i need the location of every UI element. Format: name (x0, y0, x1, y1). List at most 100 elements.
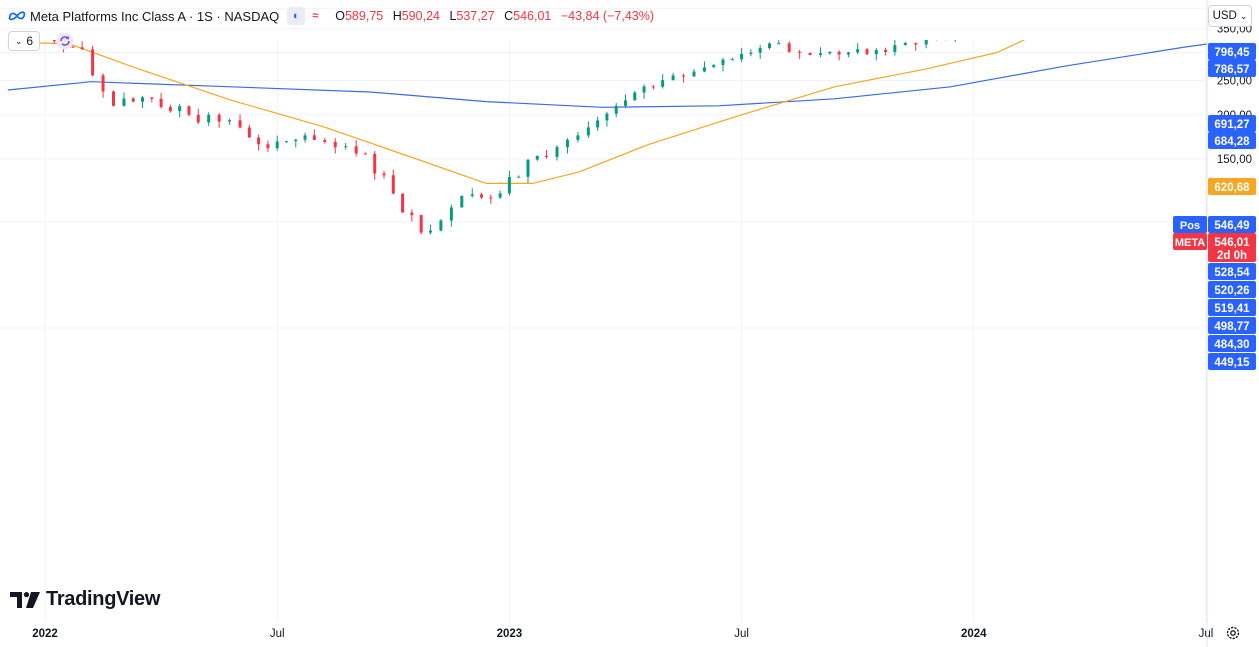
indicators-toggle-button[interactable]: ⌄ 6 (8, 31, 40, 51)
candle-body (71, 46, 75, 48)
candle-body (576, 135, 580, 140)
currency-selector[interactable]: USD ⌄ (1208, 5, 1252, 27)
symbol-header: Meta Platforms Inc Class A · 1S · NASDAQ… (8, 6, 654, 26)
candle-body (884, 50, 888, 52)
x-tick-label: Jul (1199, 628, 1214, 640)
tradingview-logo-icon (10, 591, 40, 608)
candle-body (865, 49, 869, 55)
candle-body (846, 52, 850, 55)
candle-body (122, 98, 126, 106)
candle-body (228, 120, 232, 122)
candle-body (1020, 0, 1023, 2)
chevron-down-icon: ⌄ (1239, 10, 1248, 21)
price-label-text: 796,45 (1214, 47, 1250, 59)
candle-body (535, 156, 539, 160)
price-label-box (1208, 233, 1256, 250)
brand-name: TradingView (46, 588, 161, 610)
candle-body (819, 53, 823, 56)
ohlc-low-key: L (449, 9, 457, 23)
x-tick-label: Jul (270, 628, 285, 640)
tradingview-logo[interactable]: TradingView (10, 588, 160, 611)
candle-body (758, 48, 762, 53)
candle-body (614, 105, 618, 114)
candle-body (303, 135, 307, 140)
candle-body (217, 114, 221, 122)
candle-body (586, 127, 590, 136)
candle-body (294, 139, 298, 142)
price-label-box (1208, 60, 1256, 77)
candles (25, 0, 1023, 235)
price-label-box (1208, 115, 1256, 132)
y-tick-label: 250,00 (1217, 75, 1252, 87)
candle-body (605, 113, 609, 121)
candle-body (787, 43, 791, 52)
price-tag-box (1173, 216, 1207, 233)
candle-body (489, 197, 493, 199)
ohlc-high: 590,24 (401, 9, 440, 23)
candle-body (507, 176, 511, 194)
candle-body (131, 98, 135, 102)
x-tick-label: Jul (734, 628, 749, 640)
candle-body (52, 40, 56, 42)
candle-body (624, 100, 627, 106)
price-label-text: 520,26 (1214, 285, 1249, 297)
candle-body (401, 193, 405, 213)
candle-body (730, 59, 734, 61)
candle-body (439, 220, 443, 231)
gear-icon[interactable] (1225, 625, 1241, 641)
currency-label: USD (1212, 10, 1237, 22)
candle-body (991, 15, 994, 21)
candle-body (712, 65, 716, 68)
price-label-box (1208, 299, 1256, 316)
candle-body (449, 207, 453, 221)
candle-body (555, 147, 559, 158)
y-tick-label: 150,00 (1217, 154, 1252, 166)
ma-slow-line (7, 43, 1207, 108)
candle-body (545, 156, 549, 158)
price-label-text: 786,57 (1214, 64, 1249, 76)
candle-body (373, 153, 377, 174)
market-status-icon[interactable]: ◐ (287, 7, 306, 25)
candle-body (207, 114, 211, 123)
candle-body (257, 137, 261, 145)
candle-body (168, 106, 172, 112)
price-label-box (1208, 43, 1256, 60)
candle-body (798, 51, 802, 53)
candle-body (874, 50, 878, 55)
price-label-box (1208, 263, 1256, 280)
candle-body (312, 135, 316, 141)
price-tag-text: Pos (1180, 220, 1200, 232)
data-delay-icon[interactable]: ≈ (312, 10, 319, 22)
x-tick-label: 2024 (961, 628, 987, 640)
candle-body (80, 47, 84, 50)
candle-body (808, 52, 812, 56)
candle-body (517, 176, 521, 178)
candle-body (275, 141, 279, 149)
price-label-box (1208, 335, 1256, 352)
candle-body (1000, 12, 1003, 15)
candle-body (333, 141, 337, 148)
candle-body (565, 139, 569, 148)
candle-body (982, 21, 985, 22)
candle-body (526, 159, 530, 177)
candle-body (238, 120, 242, 128)
price-label-text: 449,15 (1214, 357, 1250, 369)
ohlc-close: 546,01 (513, 9, 552, 23)
x-tick-label: 2022 (32, 628, 58, 640)
indicator-count: 6 (26, 34, 34, 48)
candle-body (460, 195, 464, 208)
candle-body (721, 59, 725, 66)
candle-body (266, 144, 270, 149)
candle-body (247, 127, 251, 138)
candle-body (419, 215, 423, 233)
ohlc-open-key: O (335, 9, 345, 23)
candle-body (354, 146, 358, 154)
price-label-text: 620,68 (1214, 182, 1250, 194)
candle-body (44, 35, 47, 36)
sync-icon[interactable] (56, 32, 74, 50)
candle-body (692, 71, 696, 77)
candle-body (661, 80, 665, 87)
symbol-title[interactable]: Meta Platforms Inc Class A · 1S · NASDAQ (30, 8, 280, 24)
candle-body (159, 98, 163, 107)
